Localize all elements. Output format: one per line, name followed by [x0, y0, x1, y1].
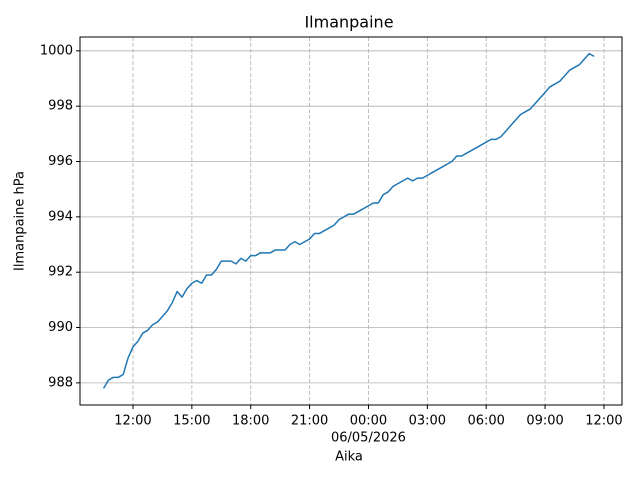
x-tick-label: 03:00 [409, 414, 446, 429]
y-tick-label: 998 [48, 99, 73, 114]
plot-area [102, 52, 595, 389]
y-tick-label: 1000 [40, 43, 73, 58]
chart-title: Ilmanpaine [304, 13, 393, 32]
x-axis-label: Aika [335, 450, 363, 465]
y-tick-label: 994 [48, 209, 73, 224]
axes-frame [79, 36, 623, 406]
x-tick-label: 00:00 [350, 414, 387, 429]
x-date-label: 06/05/2026 [331, 431, 406, 446]
x-tick-label: 06:00 [467, 414, 504, 429]
y-tick-label: 990 [48, 320, 73, 335]
y-tick-label: 992 [48, 265, 73, 280]
x-tick-label: 15:00 [173, 414, 210, 429]
x-tick-label: 12:00 [585, 414, 622, 429]
y-tick-label: 996 [48, 154, 73, 169]
y-tick-label: 988 [48, 375, 73, 390]
x-tick-label: 12:00 [114, 414, 151, 429]
x-tick-label: 18:00 [232, 414, 269, 429]
x-tick-label: 21:00 [291, 414, 328, 429]
y-axis-label: Ilmanpaine hPa [13, 171, 28, 271]
grid [80, 37, 622, 405]
data-line [102, 52, 595, 389]
x-tick-label: 09:00 [526, 414, 563, 429]
